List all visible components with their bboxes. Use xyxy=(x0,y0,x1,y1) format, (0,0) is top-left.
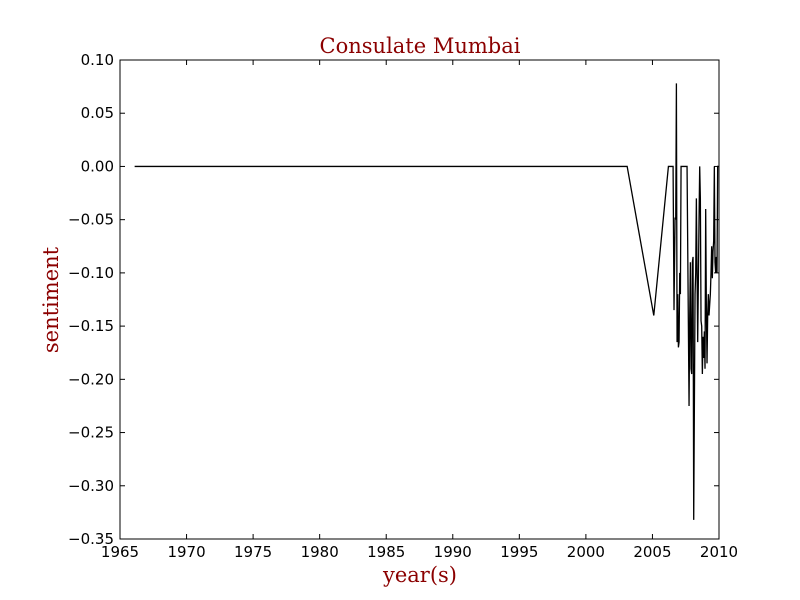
x-tick-label: 2005 xyxy=(633,543,671,561)
y-tick-label: −0.20 xyxy=(68,370,114,388)
x-tick-label: 1980 xyxy=(301,543,339,561)
x-tick-label: 1990 xyxy=(434,543,472,561)
y-axis-label: sentiment xyxy=(39,246,63,353)
y-tick-label: −0.30 xyxy=(68,477,114,495)
plot-frame xyxy=(119,59,720,540)
x-axis-label: year(s) xyxy=(382,563,457,587)
x-tick-label: 1995 xyxy=(500,543,538,561)
y-tick-label: 0.05 xyxy=(81,104,114,122)
y-tick-label: 0.10 xyxy=(81,51,114,69)
chart-title: Consulate Mumbai xyxy=(320,34,521,58)
x-tick-label: 1985 xyxy=(367,543,405,561)
plot-area xyxy=(119,59,720,540)
x-tick-label: 1970 xyxy=(167,543,205,561)
series-line xyxy=(134,83,719,520)
x-tick-label: 2010 xyxy=(700,543,738,561)
y-tick-label: 0.00 xyxy=(81,157,114,175)
y-tick-label: −0.10 xyxy=(68,264,114,282)
x-tick-label: 2000 xyxy=(567,543,605,561)
x-tick-label: 1965 xyxy=(101,543,139,561)
y-tick-label: −0.35 xyxy=(68,530,114,548)
x-axis-ticks: 1965 1970 1975 1980 1985 1990 1995 2000 2005 2010 xyxy=(101,60,738,561)
y-axis-ticks: 0.10 0.05 0.00 −0.05 −0.10 −0.15 −0.20 −0.25 −0.… xyxy=(68,51,719,548)
y-tick-label: −0.05 xyxy=(68,211,114,229)
y-tick-label: −0.25 xyxy=(68,424,114,442)
x-tick-label: 1975 xyxy=(234,543,272,561)
y-tick-label: −0.15 xyxy=(68,317,114,335)
